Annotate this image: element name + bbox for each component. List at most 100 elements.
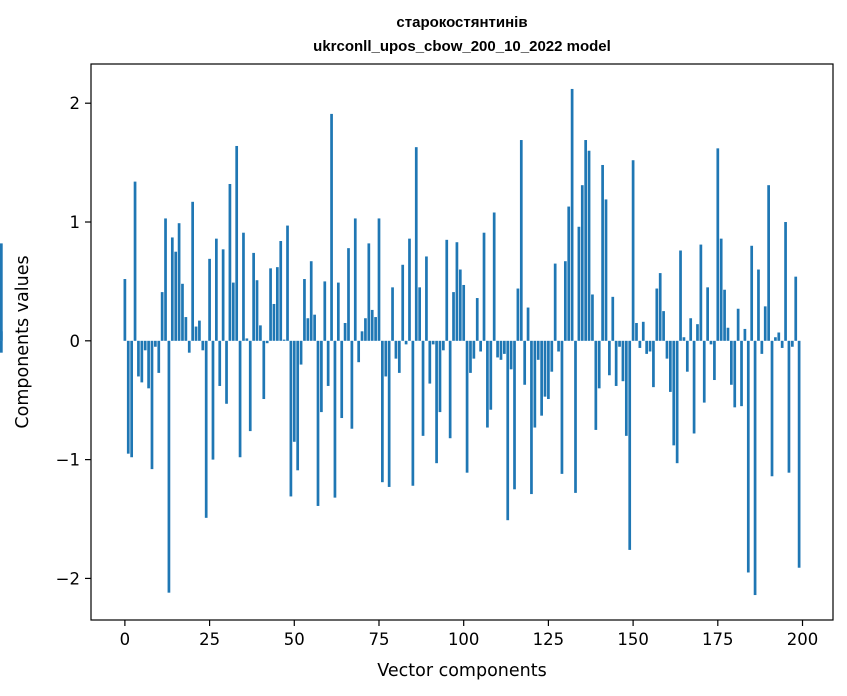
bar — [536, 340, 540, 360]
bar — [655, 288, 659, 341]
bar — [191, 201, 194, 341]
bar — [181, 283, 184, 341]
bar — [323, 281, 327, 341]
bar — [123, 279, 127, 341]
bar — [784, 222, 787, 341]
bar — [255, 280, 259, 341]
bar — [221, 249, 225, 341]
bar — [594, 340, 598, 430]
bar — [279, 241, 283, 341]
bar — [621, 340, 625, 382]
bar — [225, 340, 228, 404]
chart-title: старокостянтинів — [396, 14, 527, 31]
bar — [658, 273, 662, 341]
bar — [672, 340, 676, 446]
bar — [628, 340, 632, 550]
bar — [269, 268, 272, 341]
bar — [330, 113, 333, 341]
bar — [570, 88, 574, 341]
x-tick-label: 175 — [702, 630, 734, 649]
bar — [448, 340, 452, 439]
bar — [265, 340, 269, 344]
bar — [333, 340, 337, 498]
bar — [211, 340, 215, 460]
bar — [143, 340, 147, 351]
bar — [489, 340, 493, 410]
bar — [726, 327, 730, 341]
bar — [201, 340, 205, 351]
bar — [604, 199, 608, 341]
bar — [231, 282, 235, 341]
x-axis-ticks: 0 25 50 75 100 125 150 175 200 — [120, 620, 818, 649]
bar — [763, 306, 767, 341]
bar — [353, 218, 357, 341]
bar — [170, 237, 174, 341]
bar — [431, 340, 435, 345]
bar — [479, 340, 482, 352]
bar — [790, 340, 794, 347]
bar — [408, 238, 411, 341]
bar — [391, 287, 394, 341]
bar — [316, 340, 320, 506]
bar — [757, 269, 760, 341]
x-tick-label: 150 — [617, 630, 649, 649]
bar — [611, 296, 615, 341]
bar — [126, 340, 130, 454]
bar — [414, 147, 418, 341]
y-axis-ticks: −2 −1 0 1 2 — [56, 94, 91, 588]
bar — [462, 284, 466, 341]
bar — [194, 326, 198, 341]
bar — [618, 340, 621, 347]
bar — [275, 267, 279, 341]
bars-group — [0, 88, 801, 596]
bar — [682, 337, 686, 341]
bar — [530, 340, 533, 495]
bar — [669, 340, 672, 392]
bar — [455, 242, 459, 341]
bar — [560, 340, 564, 474]
bar — [730, 340, 733, 385]
bar — [624, 340, 628, 436]
bar — [411, 340, 415, 486]
bar — [262, 340, 266, 400]
bar — [218, 340, 222, 386]
bar — [486, 340, 489, 428]
bar — [513, 340, 516, 490]
bar — [157, 340, 161, 373]
x-tick-label: 50 — [284, 630, 305, 649]
bar — [774, 337, 777, 341]
bar — [696, 324, 699, 341]
bar — [638, 340, 642, 348]
bar — [597, 340, 601, 389]
bar — [503, 340, 506, 354]
bar — [336, 282, 340, 341]
bar — [442, 340, 445, 351]
bar — [767, 185, 770, 341]
bar — [577, 226, 581, 341]
bar — [404, 340, 408, 345]
bar — [272, 303, 276, 341]
bar — [574, 340, 577, 493]
bar — [174, 251, 178, 341]
bar — [475, 298, 479, 341]
bar — [492, 212, 496, 341]
bar — [296, 340, 300, 471]
bar — [0, 340, 3, 353]
bar — [787, 340, 791, 473]
bar — [465, 340, 469, 473]
bar — [608, 340, 611, 376]
bar — [519, 140, 523, 341]
y-tick-label: 0 — [70, 332, 81, 351]
x-tick-label: 75 — [368, 630, 389, 649]
bar — [499, 340, 503, 360]
bar — [713, 340, 716, 381]
bar — [740, 340, 743, 407]
bar — [719, 238, 723, 341]
bar — [326, 340, 330, 386]
x-axis-label: Vector components — [377, 661, 546, 681]
x-tick-label: 25 — [199, 630, 220, 649]
bar — [289, 340, 293, 497]
bar — [252, 252, 255, 341]
bar — [228, 183, 232, 341]
bar — [418, 287, 421, 341]
